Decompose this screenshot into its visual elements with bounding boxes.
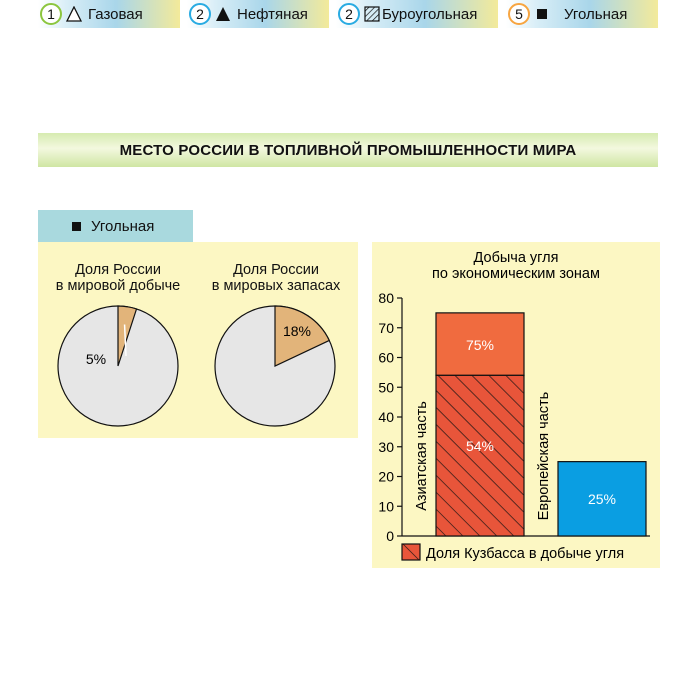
bar-asian-part-top (435, 312, 525, 376)
legend-item-oil: 2 Нефтяная (187, 0, 329, 28)
bar-panel: Добыча угля по экономическим зонам 0 10 20 30… (372, 242, 660, 568)
legend-number-badge: 1 (40, 3, 62, 25)
bar-value-label: 25% (588, 491, 616, 507)
pie-value-label: 5% (86, 351, 106, 367)
pie-title-reserves: Доля России в мировых запасах (196, 262, 356, 294)
title-banner: МЕСТО РОССИИ В ТОПЛИВНОЙ ПРОМЫШЛЕННОСТИ … (38, 133, 658, 167)
legend-number-badge: 2 (338, 3, 360, 25)
bar-chart-title-line: по экономическим зонам (432, 266, 600, 282)
y-tick-label: 40 (378, 409, 394, 425)
bar-chart-title-line: Добыча угля (474, 250, 559, 266)
pie-title-line: в мировой добыче (55, 278, 181, 294)
pie-value-label: 18% (283, 323, 311, 339)
legend-label: Газовая (88, 5, 143, 23)
category-label: Азиатская часть (414, 401, 430, 511)
filled-square-icon (534, 6, 550, 22)
y-tick-label: 70 (378, 320, 394, 336)
legend-number-badge: 5 (508, 3, 530, 25)
hatched-value-label: 54% (466, 438, 494, 454)
y-tick-label: 80 (378, 290, 394, 306)
y-tick-label: 60 (378, 350, 394, 366)
legend-item-coal: 5 Угольная (506, 0, 658, 28)
legend-label: Нефтяная (237, 5, 308, 23)
filled-square-icon (72, 221, 81, 231)
filled-triangle-icon (215, 6, 231, 22)
pie-share-slice (117, 305, 138, 367)
y-tick-label: 30 (378, 439, 394, 455)
legend-item-gas: 1 Газовая (38, 0, 180, 28)
y-tick-label: 20 (378, 469, 394, 485)
pie-title-line: Доля России (233, 262, 319, 278)
hatched-legend-swatch (401, 543, 421, 561)
bar-european-part (557, 461, 647, 537)
y-tick-label: 50 (378, 379, 394, 395)
pie-title-production: Доля России в мировой добыче (38, 262, 198, 294)
pie-title-line: Доля России (75, 262, 161, 278)
category-label: Европейская часть (536, 392, 552, 520)
legend-item-brown-coal: 2 Буроугольная (336, 0, 498, 28)
legend-label: Буроугольная (382, 5, 478, 23)
open-triangle-icon (66, 6, 82, 22)
pie-panel: Доля России в мировой добыче Доля России… (38, 242, 358, 438)
section-tab-coal: Угольная (38, 210, 193, 242)
bar-asian-part-kuzbass (435, 374, 525, 537)
y-tick-label: 10 (378, 498, 394, 514)
hatched-square-icon (364, 6, 380, 22)
pie-title-line: в мировых запасах (211, 278, 341, 294)
bar-value-label: 75% (466, 337, 494, 353)
pie-charts: 5% 18% (57, 305, 336, 427)
legend-number-badge: 2 (189, 3, 211, 25)
section-tab-label: Угольная (91, 217, 155, 235)
page-title: МЕСТО РОССИИ В ТОПЛИВНОЙ ПРОМЫШЛЕННОСТИ … (119, 141, 577, 159)
pie-leader-line (123, 324, 127, 357)
y-tick-label: 0 (386, 528, 394, 544)
pie-share-slice (274, 305, 331, 367)
bar-legend-label: Доля Кузбасса в добыче угля (426, 546, 624, 562)
legend-label: Угольная (564, 5, 628, 23)
